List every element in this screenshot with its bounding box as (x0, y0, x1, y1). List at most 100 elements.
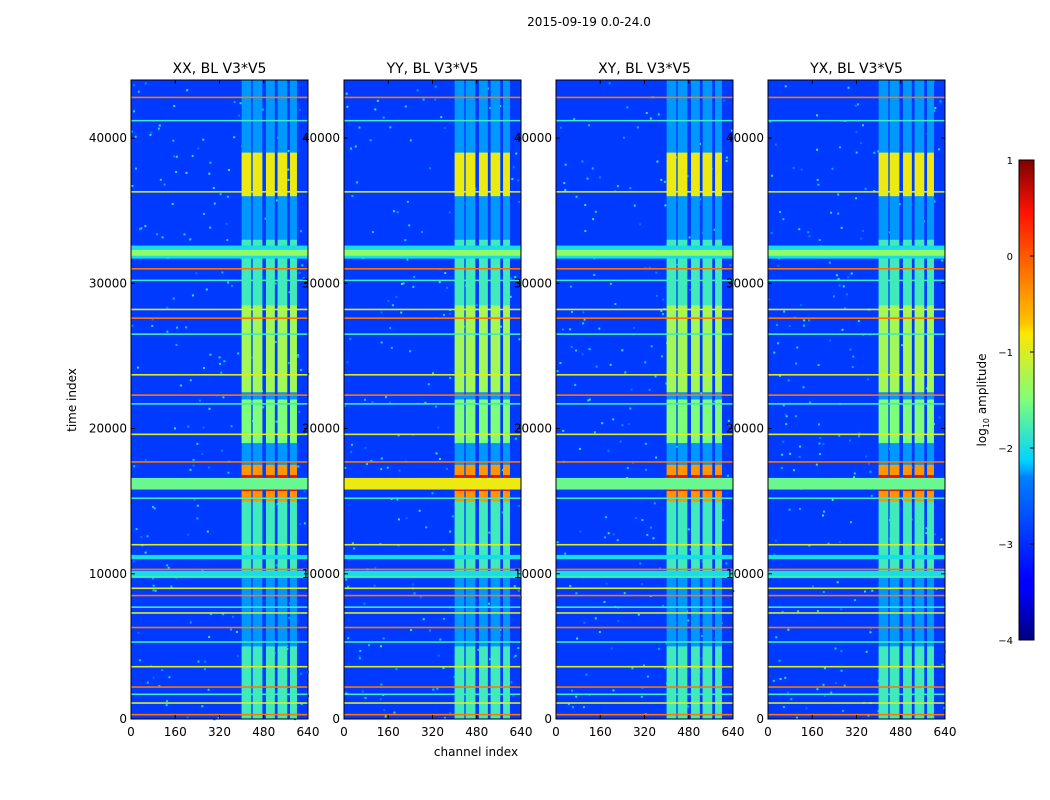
heatmap-noise-cell (187, 533, 190, 536)
heatmap-noise-cell (834, 682, 837, 685)
heatmap-noise-cell (275, 564, 278, 567)
heatmap-noise-cell (189, 621, 192, 624)
heatmap-noise-cell (153, 507, 156, 510)
heatmap-noise-cell (727, 419, 730, 422)
heatmap-interference-row (768, 279, 945, 282)
heatmap-noise-cell (564, 552, 567, 555)
heatmap-interference-row (344, 96, 521, 99)
heatmap-noise-cell (701, 635, 704, 638)
heatmap-noise-cell (573, 118, 576, 121)
heatmap-noise-cell (413, 275, 416, 278)
heatmap-noise-cell (816, 688, 819, 691)
heatmap-active-block (927, 239, 934, 306)
heatmap-active-block (666, 152, 677, 197)
heatmap-broadband-band (131, 477, 308, 490)
heatmap-interference-row (768, 333, 945, 335)
heatmap-noise-cell (865, 650, 868, 653)
heatmap-noise-cell (867, 462, 870, 465)
heatmap-active-block (690, 239, 700, 306)
heatmap-noise-cell (373, 584, 376, 587)
heatmap-active-block (478, 399, 488, 444)
heatmap-noise-cell (151, 318, 154, 321)
heatmap-noise-cell (726, 474, 729, 477)
heatmap-noise-cell (163, 183, 166, 186)
heatmap-noise-cell (380, 341, 383, 344)
heatmap-noise-cell (419, 596, 422, 599)
heatmap-noise-cell (849, 439, 852, 442)
heatmap-noise-cell (449, 312, 452, 315)
heatmap-cyan-band (768, 570, 945, 579)
heatmap-noise-cell (512, 166, 515, 169)
heatmap-interference-row (556, 279, 733, 282)
heatmap-interference-row (344, 575, 521, 578)
heatmap-interference-row (556, 374, 733, 376)
heatmap-noise-cell (298, 108, 301, 111)
heatmap-noise-cell (477, 194, 480, 197)
heatmap-noise-cell (575, 695, 578, 698)
y-tick-label: 20000 (726, 422, 764, 436)
heatmap-noise-cell (382, 116, 385, 119)
heatmap-interference-row (131, 686, 308, 688)
x-tick-label: 640 (722, 725, 745, 739)
heatmap-active-block (503, 399, 510, 444)
heatmap-active-block (715, 239, 722, 306)
heatmap-noise-cell (783, 310, 786, 313)
heatmap-noise-cell (593, 431, 596, 434)
heatmap-active-block (878, 152, 889, 197)
heatmap-noise-cell (202, 138, 205, 141)
heatmap-interference-row (131, 568, 308, 571)
heatmap-active-block (889, 239, 900, 306)
heatmap-noise-cell (648, 266, 651, 269)
heatmap-noise-cell (274, 318, 277, 321)
heatmap-interference-row (556, 665, 733, 668)
x-tick-label: 480 (465, 725, 488, 739)
y-tick-label: 30000 (302, 276, 340, 290)
y-tick-label: 40000 (302, 131, 340, 145)
heatmap-noise-cell (235, 630, 238, 633)
heatmap-noise-cell (657, 113, 660, 116)
heatmap-interference-row (344, 267, 521, 270)
heatmap-noise-cell (514, 275, 517, 278)
heatmap-active-block (889, 305, 900, 393)
heatmap-noise-cell (416, 89, 419, 92)
heatmap-noise-cell (222, 613, 225, 616)
heatmap-noise-cell (650, 526, 653, 529)
heatmap-noise-cell (604, 516, 607, 519)
heatmap-noise-cell (940, 538, 943, 541)
heatmap-noise-cell (434, 85, 437, 88)
heatmap-noise-cell (161, 669, 164, 672)
heatmap-noise-cell (861, 229, 864, 232)
heatmap-noise-cell (799, 304, 802, 307)
heatmap-noise-cell (207, 688, 210, 691)
heatmap-noise-cell (582, 311, 585, 314)
heatmap-noise-cell (443, 127, 446, 130)
heatmap-noise-cell (230, 628, 233, 631)
heatmap-noise-cell (173, 105, 176, 108)
heatmap-noise-cell (799, 445, 802, 448)
x-tick-label: 480 (889, 725, 912, 739)
heatmap-noise-cell (822, 683, 825, 686)
heatmap-cyan-band (344, 570, 521, 579)
heatmap-noise-cell (232, 615, 235, 618)
heatmap-noise-cell (288, 291, 291, 294)
heatmap-noise-cell (817, 423, 820, 426)
x-axis-label: channel index (434, 745, 518, 759)
heatmap-noise-cell (187, 425, 190, 428)
heatmap-noise-cell (943, 707, 946, 710)
heatmap-noise-cell (207, 466, 210, 469)
heatmap-active-block (454, 239, 465, 306)
heatmap-noise-cell (840, 650, 843, 653)
heatmap-interference-row (344, 568, 521, 571)
heatmap-active-block (914, 399, 925, 444)
heatmap-interference-row (556, 702, 733, 704)
heatmap-noise-cell (860, 237, 863, 240)
heatmap-interference-row (556, 119, 733, 122)
heatmap-interference-row (768, 702, 945, 704)
panel-title: XX, BL V3*V5 (173, 61, 267, 77)
heatmap-noise-cell (175, 155, 178, 158)
heatmap-active-block (503, 646, 510, 719)
heatmap-active-block (252, 152, 263, 197)
heatmap-active-block (902, 646, 912, 719)
heatmap-noise-cell (782, 440, 785, 443)
